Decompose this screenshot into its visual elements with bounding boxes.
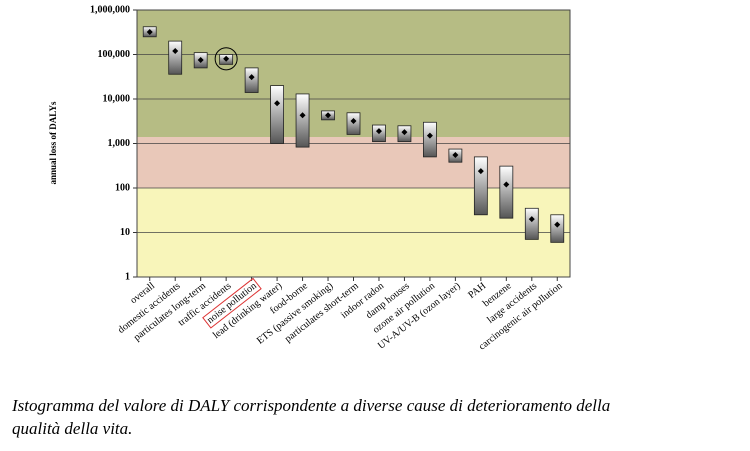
caption: Istogramma del valore di DALY corrispond… <box>11 396 610 415</box>
y-tick-label: 1,000 <box>108 138 131 149</box>
background-band <box>137 136 570 188</box>
point-estimate <box>172 47 179 54</box>
y-tick-label: 1,000,000 <box>90 4 130 15</box>
point-estimate <box>223 55 230 62</box>
caption: qualità della vita. <box>12 419 132 438</box>
range-bar <box>244 67 259 93</box>
range-bar <box>270 85 284 144</box>
highlight-box <box>202 277 262 329</box>
point-estimate <box>350 118 357 125</box>
point-estimate <box>401 129 408 136</box>
point-estimate <box>528 216 535 223</box>
range-bar <box>473 156 488 216</box>
point-estimate <box>325 112 332 119</box>
point-estimate <box>375 128 382 135</box>
range-bar <box>524 207 539 240</box>
range-bar <box>423 121 437 158</box>
point-estimate <box>503 181 510 188</box>
y-tick-label: 100 <box>115 182 130 193</box>
point-estimate <box>477 168 484 175</box>
range-bar <box>168 40 183 75</box>
point-estimate <box>146 29 153 36</box>
range-bar <box>499 165 514 219</box>
y-tick-label: 10 <box>120 227 130 238</box>
point-estimate <box>274 100 281 107</box>
highlight-circle <box>214 47 238 71</box>
y-tick-label: 10,000 <box>103 93 131 104</box>
point-estimate <box>299 112 306 119</box>
point-estimate <box>197 57 204 64</box>
point-estimate <box>452 152 459 159</box>
point-estimate <box>554 221 561 228</box>
y-tick-label: 1 <box>125 271 130 282</box>
y-tick-label: 100,000 <box>98 49 131 60</box>
point-estimate <box>426 132 433 139</box>
y-axis-label: annual loss of DALYs <box>48 101 58 184</box>
point-estimate <box>248 74 255 81</box>
range-bar <box>295 93 310 148</box>
range-bar <box>550 214 565 243</box>
